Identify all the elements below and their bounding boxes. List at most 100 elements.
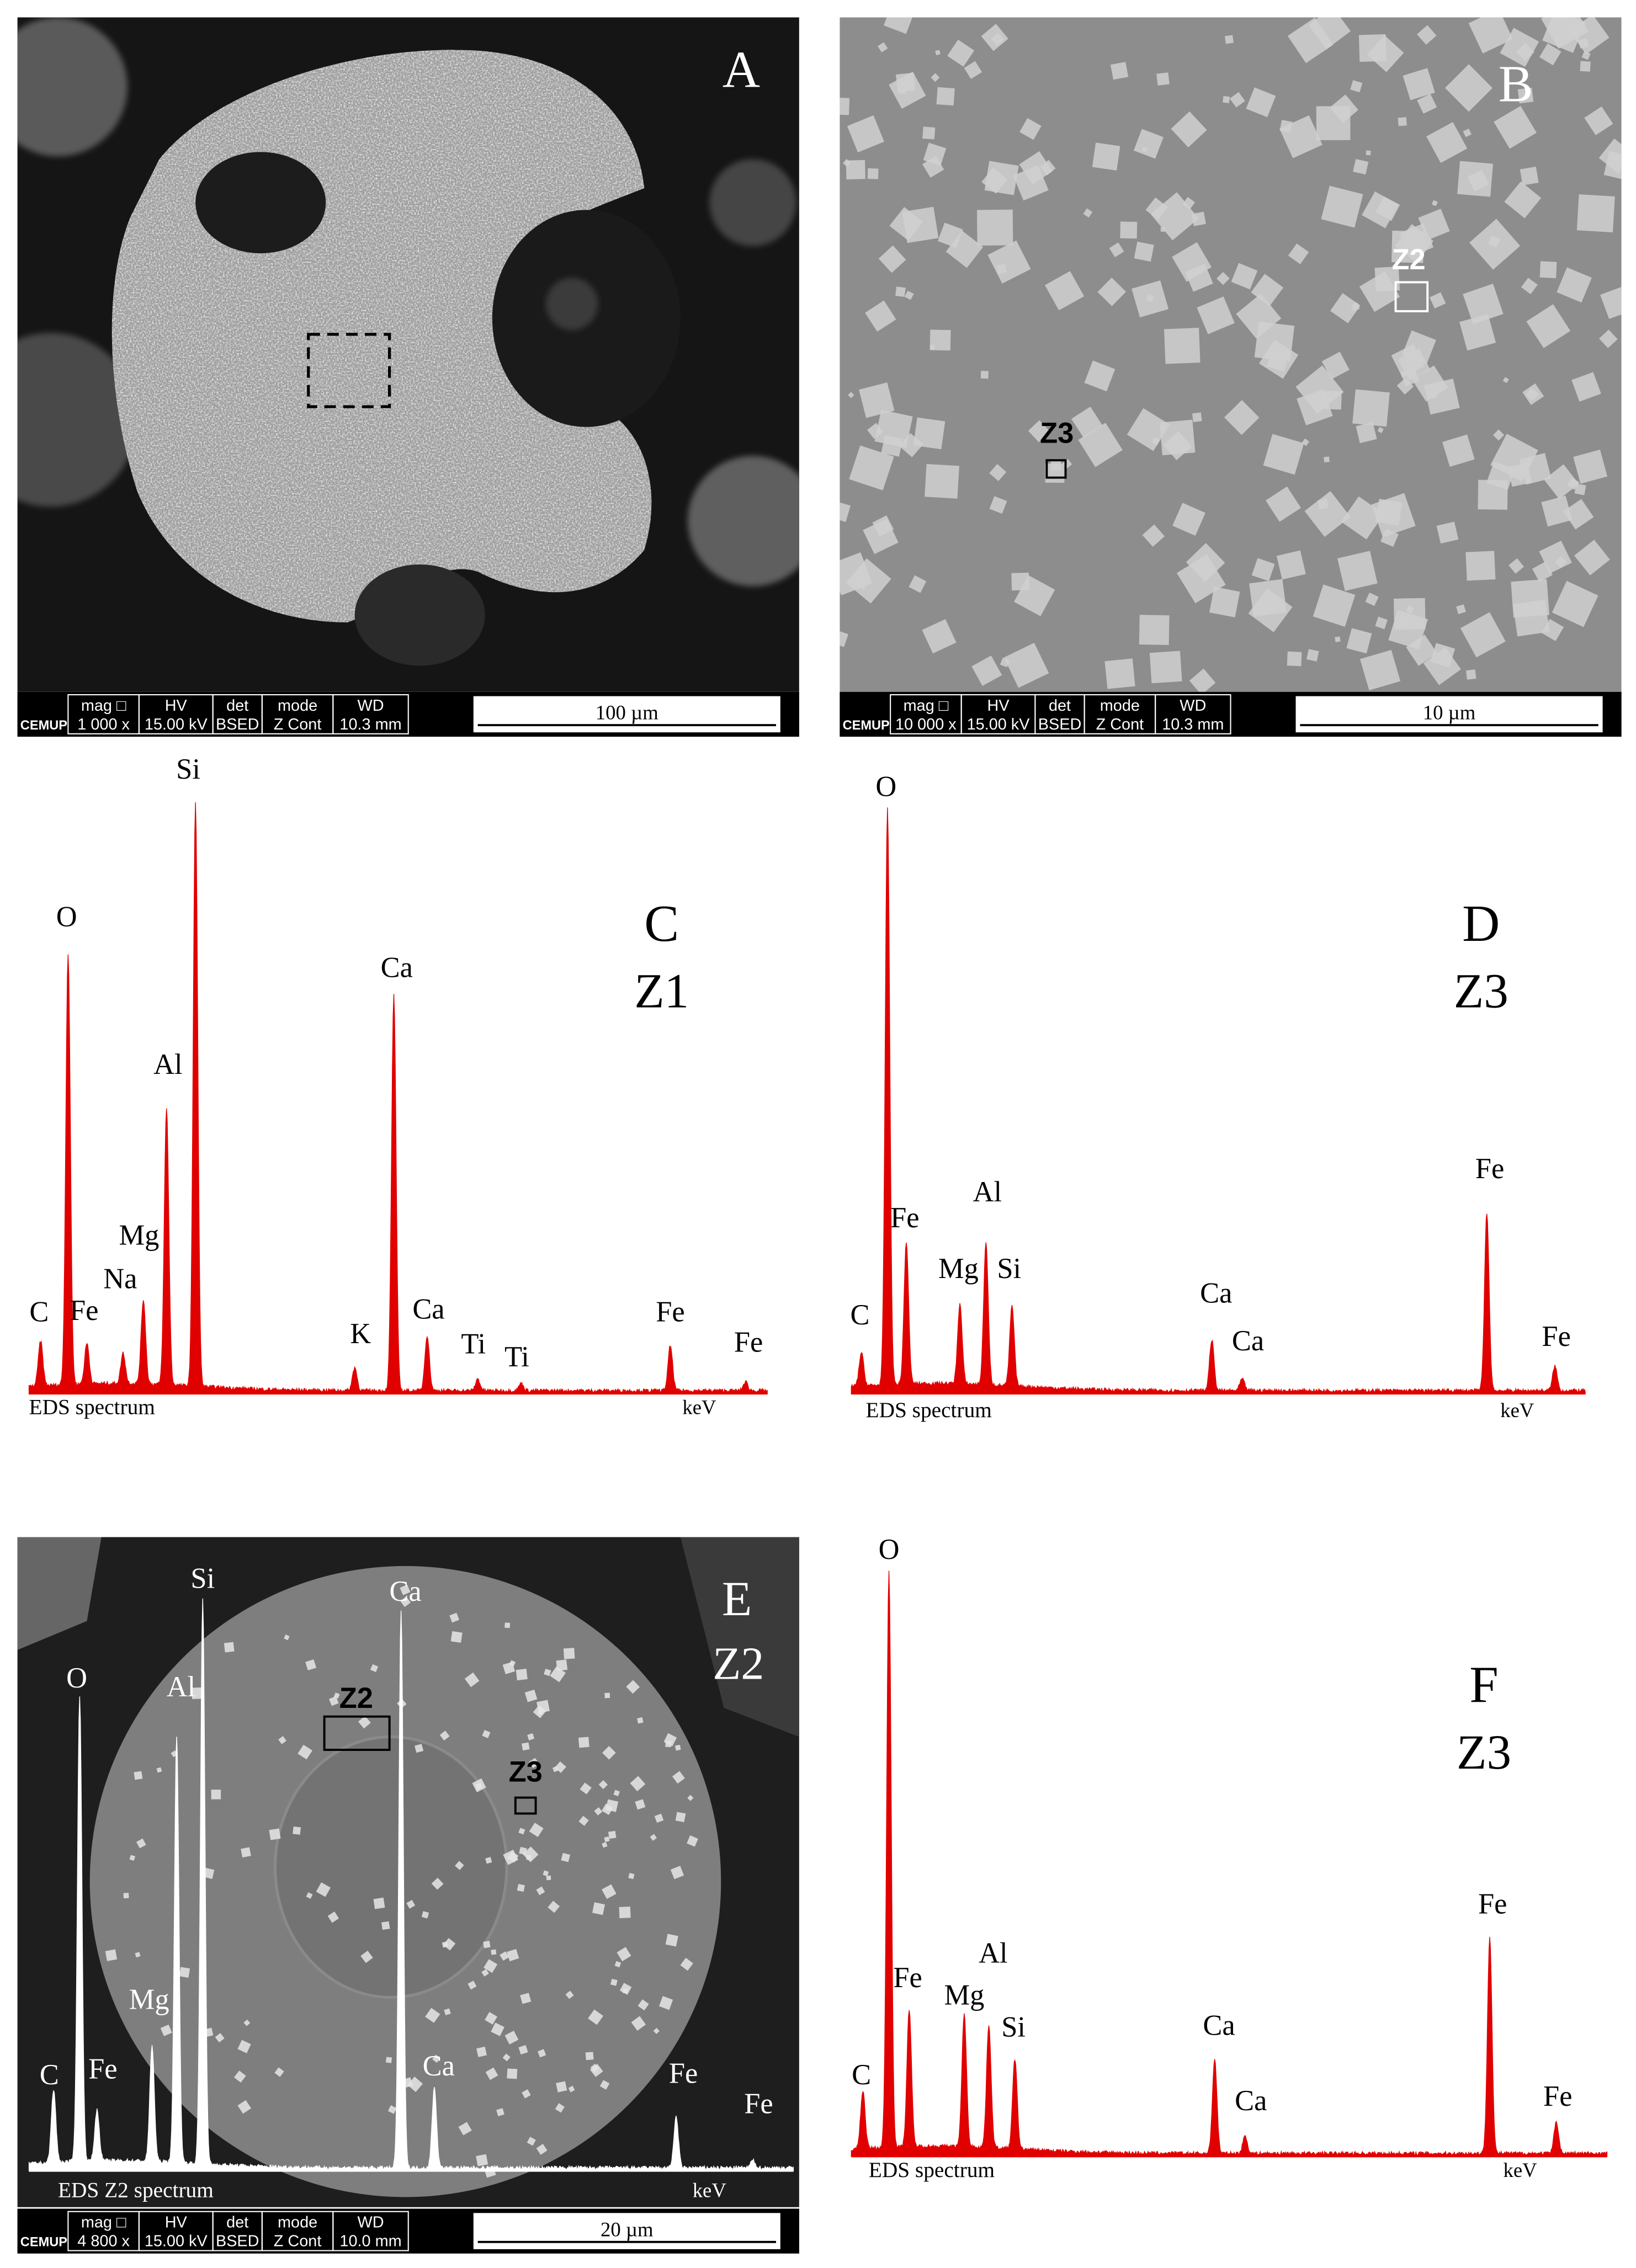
crystal [1468,17,1513,54]
crystal [481,1969,489,1977]
peak-label: C [852,2059,871,2091]
crystal [1574,540,1610,576]
info-value: Z Cont [1096,716,1144,733]
crystal [1104,658,1135,689]
crystal [922,126,936,140]
crystal [1246,87,1276,118]
axis-unit: keV [1504,2159,1538,2181]
crystal [989,464,1007,481]
crystal [284,1634,290,1641]
crystal [1224,400,1260,435]
peak-label: Ca [1200,1277,1232,1309]
crystal [1465,551,1496,581]
crystal [1171,111,1207,148]
crystal [608,1830,617,1839]
crystal [298,1744,312,1760]
crystal [1156,72,1170,86]
crystal [1494,105,1537,149]
crystal [614,1961,622,1968]
crystal [496,2108,504,2116]
crystal [135,1952,141,1958]
crystal [123,1893,129,1899]
crystal [1304,491,1351,537]
crystal [1321,352,1350,380]
crystal [370,1664,379,1673]
crystal [274,2067,284,2077]
info-value: 10.0 mm [339,2233,401,2250]
crystal [526,1855,532,1860]
crystal [580,1782,592,1795]
peak-label: Al [153,1048,182,1080]
crystal [1288,243,1309,264]
crystal [439,1731,450,1741]
crystal [1557,267,1592,303]
crystal [585,2052,594,2061]
info-value: Z Cont [274,716,322,733]
crystal [840,501,851,522]
peak-label: Fe [1543,2080,1572,2112]
crystal [455,1861,464,1870]
crystal [444,2008,451,2016]
crystal [849,445,894,491]
crystal [237,2040,251,2053]
crystal [485,2067,498,2080]
crystal [981,167,1008,194]
crystal [653,2027,660,2035]
crystal [1160,227,1165,232]
info-header: mode [1100,697,1140,715]
crystal [1423,379,1460,415]
crystal [659,1996,673,2010]
panel-label: F [1469,1656,1499,1713]
crystal [1380,529,1399,547]
crystal [1578,38,1589,49]
crystal [1375,196,1400,221]
crystal [518,1828,525,1835]
peak-label: Si [1001,2011,1026,2043]
logo: CEMUP [20,2235,67,2250]
info-value: Z Cont [274,2233,322,2250]
crystal [578,1737,589,1748]
crystal [594,1807,603,1816]
axis-unit: keV [682,1396,716,1419]
crystal [1516,42,1534,61]
crystal [619,1907,631,1919]
crystal [1366,150,1371,156]
peak-label: Fe [890,1202,919,1234]
crystal [373,1897,385,1909]
info-header: det [226,2214,248,2232]
crystal [527,2137,536,2146]
info-value: 15.00 kV [145,2233,208,2250]
crystal [484,1959,498,1973]
zone-marker: Z2 [1392,244,1426,276]
crystal [913,417,946,450]
crystal [1521,278,1538,295]
crystal [1463,128,1472,137]
crystal [502,2053,511,2062]
crystal [1478,480,1508,510]
crystal [563,1648,575,1659]
crystal [306,1892,313,1899]
crystal [105,1949,118,1961]
crystal [538,2049,546,2058]
peak-label: Ca [389,1575,421,1607]
crystal [1431,200,1438,206]
panel-label: C [644,895,679,952]
spectrum-label: EDS Z2 spectrum [58,2178,214,2202]
peak-label: Ca [1235,2085,1267,2117]
crystal [555,2103,565,2113]
peak-label: Al [167,1671,195,1703]
peak-label: Ca [423,2050,455,2082]
crystal [305,1659,317,1670]
crystal [1539,43,1561,66]
crystal [872,515,894,537]
crystal [536,1886,545,1896]
peak-label: K [350,1318,371,1350]
crystal [1391,344,1425,377]
crystal [485,1857,492,1864]
crystal [544,1668,551,1676]
info-header: WD [358,697,384,715]
crystal [1231,263,1258,290]
crystal [160,2024,172,2036]
info-value: 4 800 x [77,2233,130,2250]
crystal [1341,496,1384,540]
